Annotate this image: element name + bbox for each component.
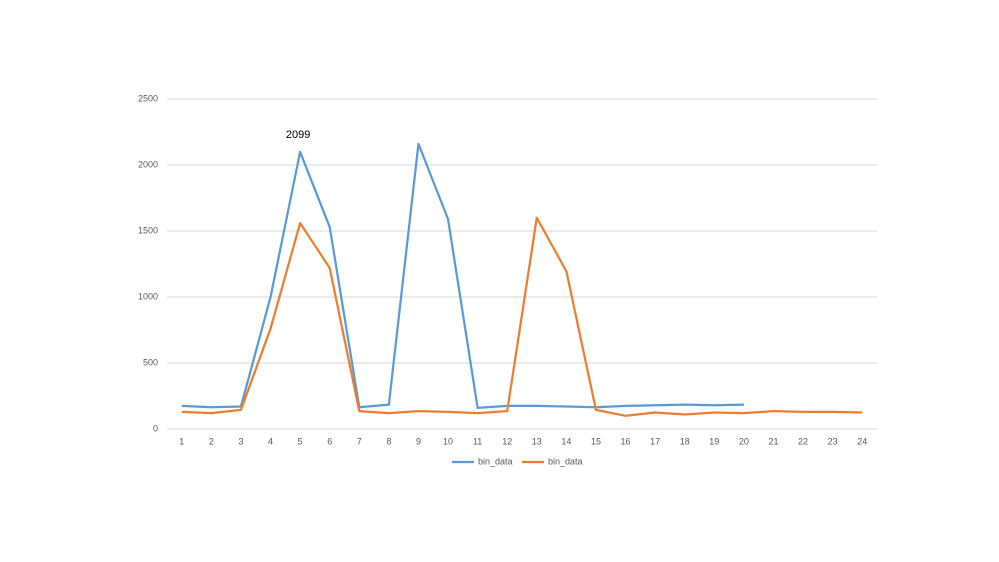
- y-tick-label: 0: [153, 423, 158, 433]
- y-tick-label: 1500: [138, 225, 158, 235]
- x-tick-label: 21: [768, 436, 778, 446]
- y-tick-label: 1000: [138, 291, 158, 301]
- legend-label: bin_data: [548, 456, 583, 466]
- x-tick-label: 15: [591, 436, 601, 446]
- x-tick-label: 6: [327, 436, 332, 446]
- x-tick-label: 23: [828, 436, 838, 446]
- x-tick-label: 7: [357, 436, 362, 446]
- x-tick-label: 24: [857, 436, 867, 446]
- x-tick-label: 5: [298, 436, 303, 446]
- x-tick-label: 12: [502, 436, 512, 446]
- y-tick-label: 2500: [138, 93, 158, 103]
- x-tick-label: 17: [650, 436, 660, 446]
- x-tick-label: 11: [473, 436, 482, 446]
- x-tick-label: 18: [680, 436, 690, 446]
- y-tick-label: 2000: [138, 159, 158, 169]
- x-tick-label: 14: [561, 436, 571, 446]
- y-tick-label: 500: [143, 357, 158, 367]
- x-tick-label: 9: [416, 436, 421, 446]
- x-tick-label: 2: [209, 436, 214, 446]
- x-tick-label: 13: [532, 436, 542, 446]
- series-line: [181, 142, 744, 410]
- x-tick-label: 16: [621, 436, 631, 446]
- x-tick-label: 4: [268, 436, 273, 446]
- x-tick-label: 19: [709, 436, 719, 446]
- x-tick-label: 1: [179, 436, 184, 446]
- x-tick-label: 22: [798, 436, 808, 446]
- x-tick-label: 20: [739, 436, 749, 446]
- x-tick-label: 10: [443, 436, 453, 446]
- x-tick-label: 3: [238, 436, 243, 446]
- series-line: [181, 216, 863, 417]
- x-tick-label: 8: [386, 436, 391, 446]
- legend-label: bin_data: [478, 456, 513, 466]
- data-label: 2099: [286, 129, 310, 141]
